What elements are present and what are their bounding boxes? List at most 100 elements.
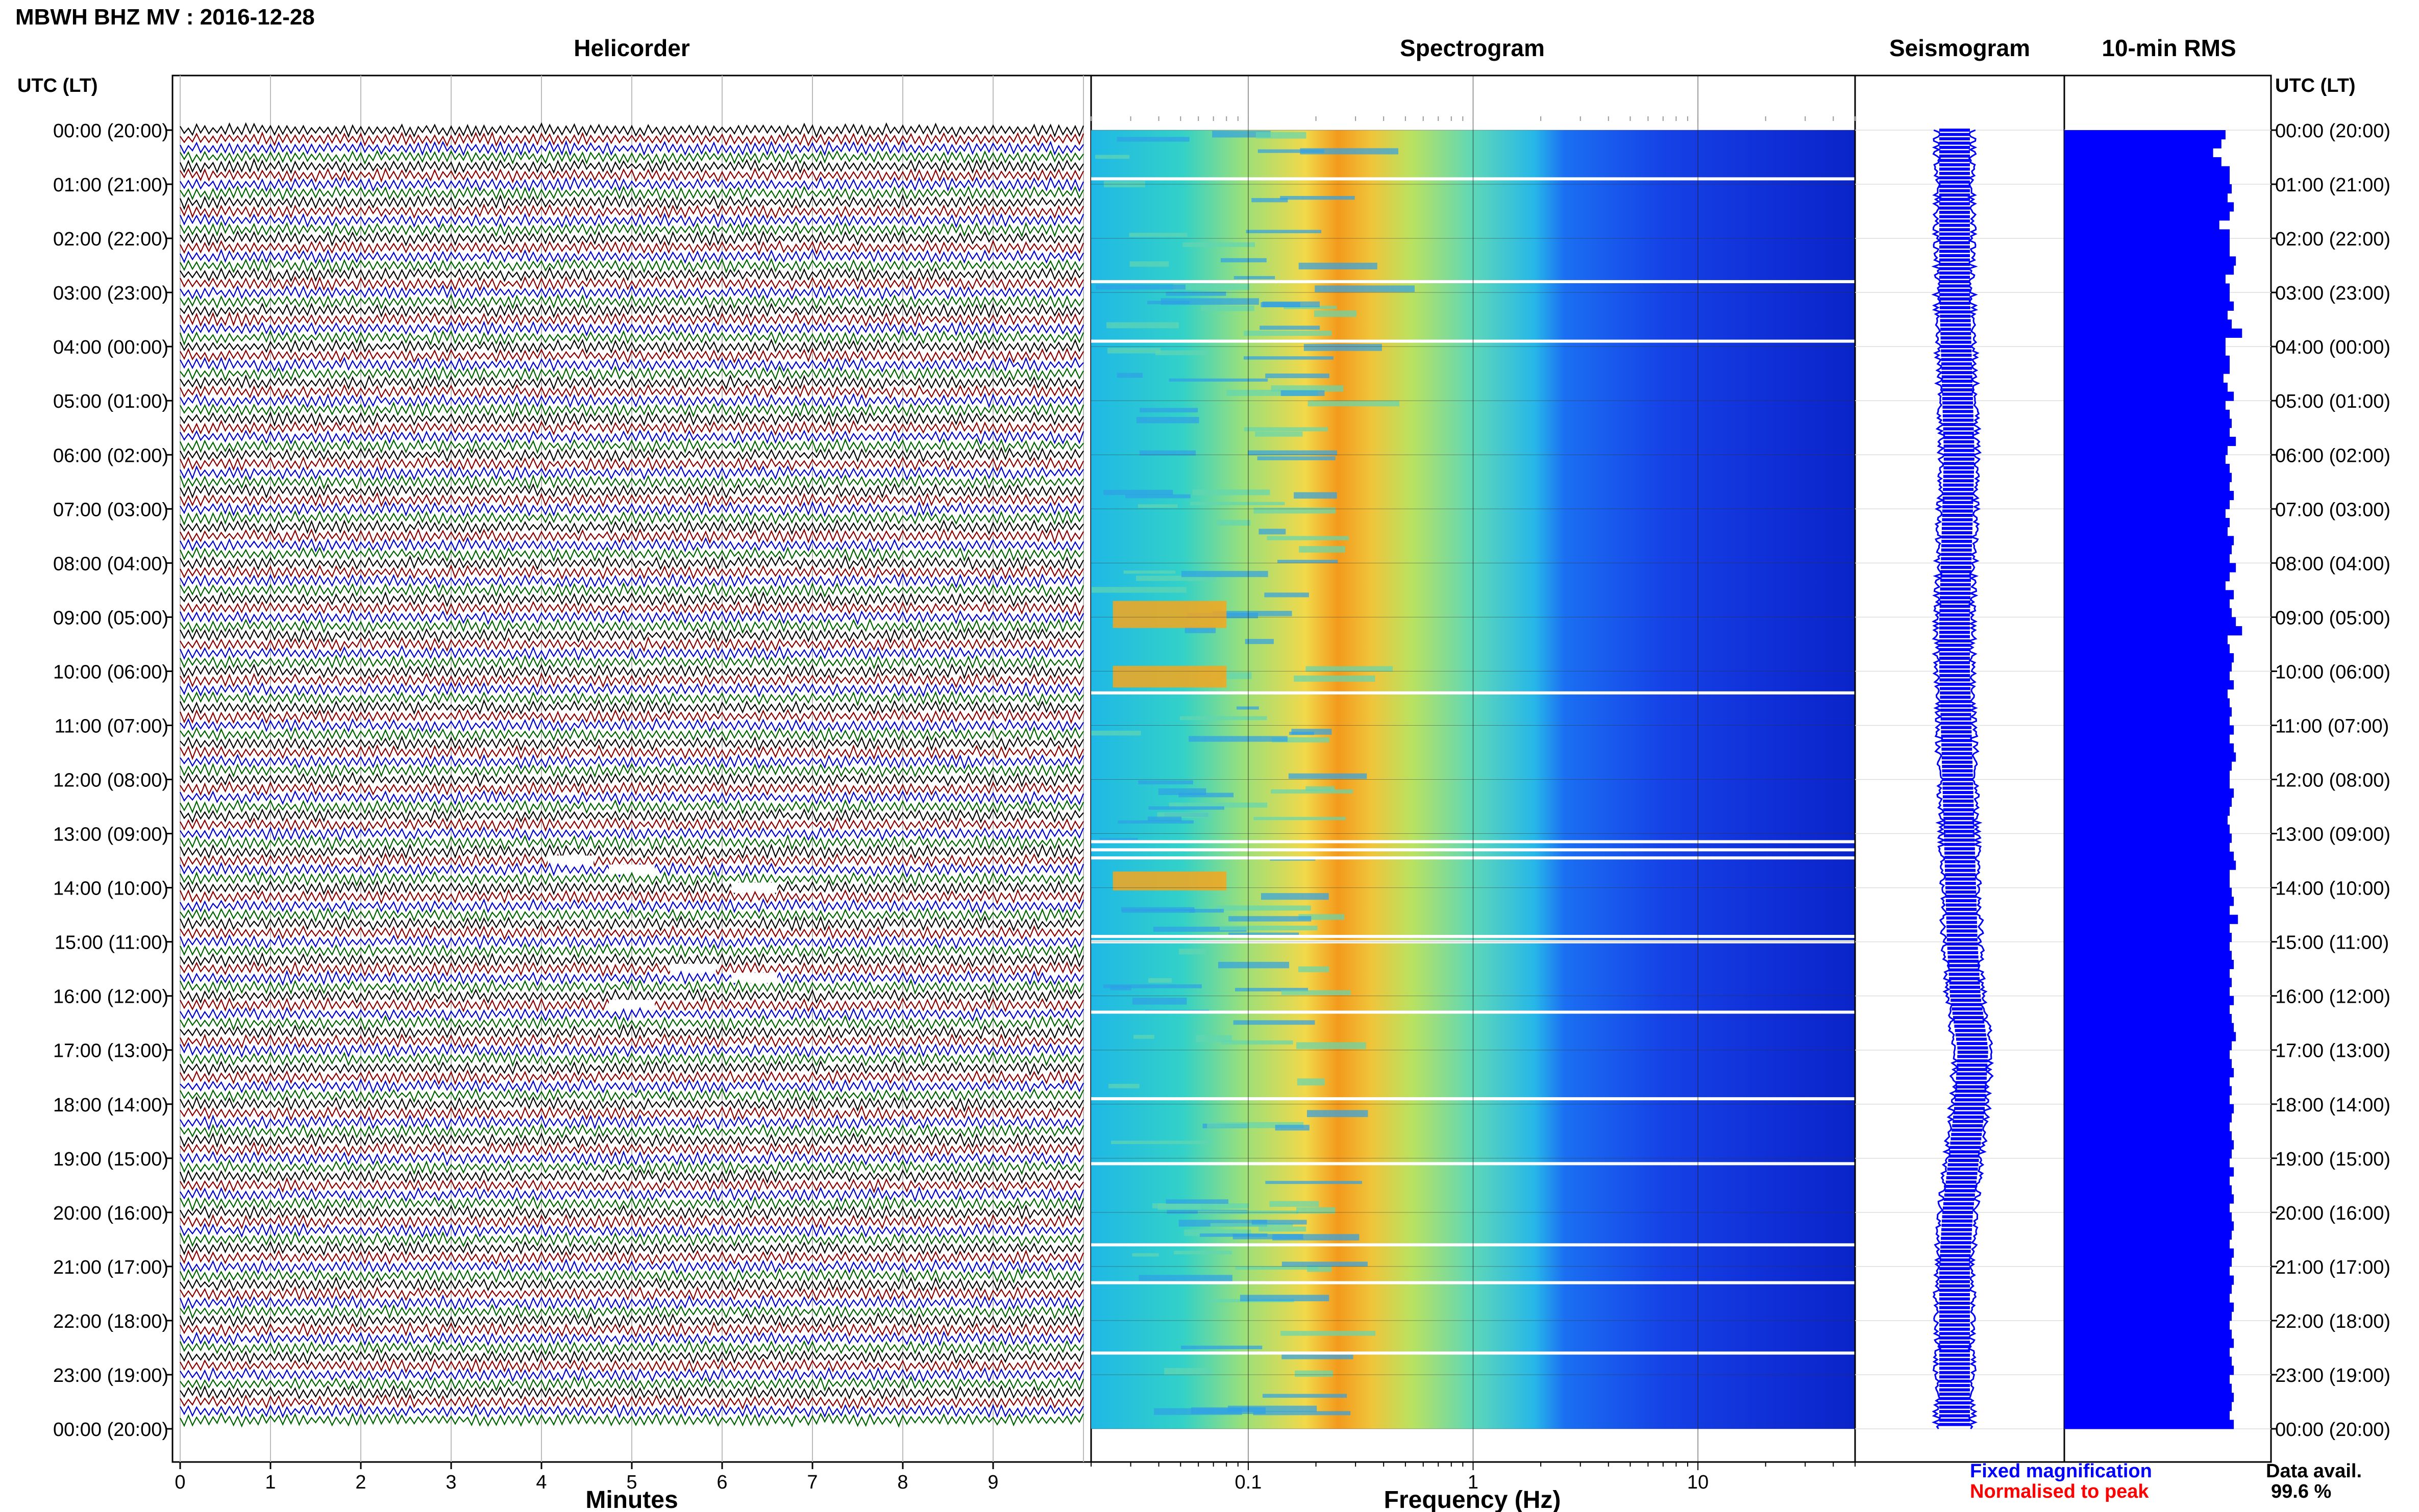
helicorder-trace: [179, 1051, 1084, 1067]
spectrogram-texture: [1253, 1411, 1351, 1416]
spectrogram-texture: [1233, 276, 1275, 280]
time-label-right: 04:00 (00:00): [2275, 337, 2390, 358]
rms-bar: [2064, 1302, 2234, 1312]
helicorder-trace: [179, 194, 1084, 210]
spectrogram-texture: [1281, 1261, 1368, 1267]
rms-bar: [2064, 824, 2230, 834]
helicorder-trace: [180, 176, 1084, 192]
spectrogram-texture: [1228, 916, 1312, 922]
spectrogram-texture: [1253, 816, 1346, 821]
time-label-right: 03:00 (23:00): [2275, 283, 2390, 304]
spectrogram-texture: [1227, 1405, 1317, 1412]
helicorder-trace: [180, 266, 1084, 282]
helicorder-trace: [179, 329, 1084, 346]
rms-bar: [2064, 986, 2230, 997]
rms-bar: [2064, 1176, 2230, 1186]
rms-bar: [2064, 283, 2230, 293]
rms-bar: [2064, 238, 2230, 248]
spectrogram-texture: [1297, 1078, 1325, 1086]
rms-bar: [2064, 436, 2236, 447]
helicorder-trace: [180, 311, 1084, 328]
time-label-left: 01:00 (21:00): [53, 175, 168, 196]
helicorder-gap: [731, 973, 777, 983]
rms-bar: [2064, 148, 2213, 158]
rms-bar: [2064, 517, 2230, 528]
rms-bar: [2064, 1320, 2230, 1330]
helicorder-trace: [180, 952, 1084, 968]
rms-bar: [2064, 1212, 2232, 1222]
rms-bar: [2064, 527, 2228, 536]
helicorder-x-tick-label: 1: [265, 1472, 276, 1493]
helicorder-trace: [180, 419, 1084, 436]
spectrogram-texture: [1271, 789, 1353, 794]
helicorder-trace: [179, 474, 1084, 490]
spectrogram-x-tick-label: 10: [1687, 1472, 1709, 1493]
time-label-left: 10:00 (06:00): [53, 661, 168, 683]
spectrogram-texture: [1169, 378, 1268, 382]
spectrogram-texture: [1201, 306, 1254, 311]
helicorder-trace: [180, 365, 1084, 382]
helicorder-trace: [180, 1204, 1084, 1220]
helicorder-trace: [180, 122, 1084, 138]
rms-bar: [2064, 509, 2226, 518]
spectrogram-texture: [1265, 373, 1329, 378]
rms-bar: [2064, 364, 2230, 374]
rms-bar: [2064, 1149, 2232, 1159]
helicorder-trace: [180, 320, 1084, 337]
helicorder-trace: [180, 303, 1084, 318]
helicorder-trace: [180, 230, 1084, 246]
helicorder-trace: [180, 1150, 1084, 1167]
time-label-left: 19:00 (15:00): [53, 1149, 168, 1170]
spectrogram-texture: [1181, 1345, 1263, 1350]
helicorder-trace: [180, 808, 1084, 824]
spectrogram-texture: [1216, 519, 1251, 526]
time-label-left: 11:00 (07:00): [55, 715, 168, 737]
helicorder-trace: [179, 1222, 1084, 1238]
time-label-right: 11:00 (07:00): [2275, 715, 2389, 737]
rms-bar: [2064, 247, 2230, 257]
rms-bar: [2064, 319, 2232, 329]
spectrogram-texture: [1106, 322, 1179, 329]
helicorder-trace: [179, 1159, 1084, 1175]
helicorder-trace: [180, 1394, 1084, 1410]
spectrogram-texture: [1139, 1275, 1232, 1282]
helicorder-trace: [180, 1213, 1084, 1229]
rms-bar: [2064, 544, 2232, 555]
rms-bar: [2064, 536, 2234, 546]
spectrogram-texture: [1192, 489, 1270, 495]
time-label-right: 20:00 (16:00): [2275, 1203, 2390, 1224]
spectrogram-texture: [1267, 536, 1349, 540]
rms-bar: [2064, 391, 2234, 401]
helicorder-trace: [180, 591, 1084, 607]
helicorder-trace: [180, 898, 1084, 914]
time-label-left: 05:00 (01:00): [53, 391, 168, 412]
spectrogram-event: [1113, 871, 1227, 890]
seismogram-panel: [1854, 75, 2065, 1463]
data-avail-value: 99.6 %: [2271, 1481, 2331, 1502]
helicorder-trace: [180, 411, 1084, 427]
helicorder-trace: [180, 1403, 1084, 1419]
spectrogram-texture: [1298, 966, 1329, 973]
rms-bar: [2064, 716, 2230, 726]
helicorder-trace: [180, 735, 1084, 752]
spectrogram-texture: [1181, 571, 1268, 577]
rms-bar: [2064, 707, 2232, 717]
helicorder-x-tick-label: 0: [175, 1472, 185, 1493]
spectrogram-texture: [1199, 1233, 1268, 1237]
helicorder-trace: [179, 915, 1084, 932]
spectrogram-texture: [1138, 504, 1178, 508]
helicorder-trace: [180, 672, 1084, 688]
rms-bar: [2064, 1284, 2232, 1294]
time-header-left: UTC (LT): [17, 75, 98, 96]
helicorder-trace: [180, 167, 1084, 184]
spectrogram-texture: [1155, 350, 1209, 356]
rms-bar: [2064, 175, 2230, 185]
spectrogram-texture: [1147, 816, 1182, 822]
spectrogram-texture: [1182, 242, 1255, 247]
spectrogram-texture: [1264, 592, 1309, 598]
spectrogram-texture: [1166, 1199, 1228, 1204]
helicorder-gap: [548, 855, 594, 866]
helicorder-x-tick-label: 9: [988, 1472, 998, 1493]
rms-bar: [2064, 1266, 2230, 1276]
helicorder-x-tick-label: 7: [807, 1472, 818, 1493]
